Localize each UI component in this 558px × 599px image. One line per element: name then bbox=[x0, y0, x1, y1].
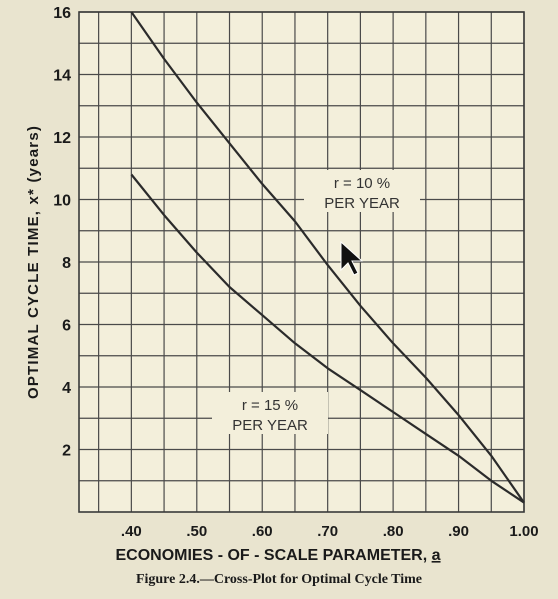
series-label-backdrop bbox=[212, 392, 328, 434]
y-tick-label: 2 bbox=[62, 443, 71, 460]
y-tick-label: 12 bbox=[53, 130, 71, 147]
y-axis-label: OPTIMAL CYCLE TIME, x* (years) bbox=[25, 125, 42, 399]
series-label-2: r = 15 % bbox=[242, 397, 298, 414]
figure-caption: Figure 2.4.—Cross-Plot for Optimal Cycle… bbox=[135, 572, 423, 587]
y-tick-label: 14 bbox=[53, 68, 71, 85]
y-tick-label: 6 bbox=[62, 318, 71, 335]
x-axis-label: ECONOMIES - OF - SCALE PARAMETER, a bbox=[115, 547, 440, 564]
series-label-backdrop bbox=[304, 170, 420, 212]
mouse-cursor-icon bbox=[340, 240, 364, 276]
x-tick-label: 1.00 bbox=[509, 523, 538, 540]
x-tick-label: .70 bbox=[317, 523, 338, 540]
y-tick-label: 8 bbox=[62, 255, 71, 272]
series-label-1: PER YEAR bbox=[324, 195, 400, 212]
x-tick-label: .40 bbox=[121, 523, 142, 540]
y-tick-label: 4 bbox=[62, 380, 71, 397]
x-tick-label: .80 bbox=[383, 523, 404, 540]
x-tick-label: .90 bbox=[448, 523, 469, 540]
series-label-2: PER YEAR bbox=[232, 417, 308, 434]
series-line-1 bbox=[130, 11, 525, 504]
y-tick-label: 16 bbox=[53, 5, 71, 22]
y-tick-label: 10 bbox=[53, 193, 71, 210]
x-tick-label: .50 bbox=[186, 523, 207, 540]
series-line-2 bbox=[130, 173, 525, 504]
x-tick-label: .60 bbox=[252, 523, 273, 540]
plot-frame bbox=[78, 11, 525, 513]
series-label-1: r = 10 % bbox=[334, 175, 390, 192]
